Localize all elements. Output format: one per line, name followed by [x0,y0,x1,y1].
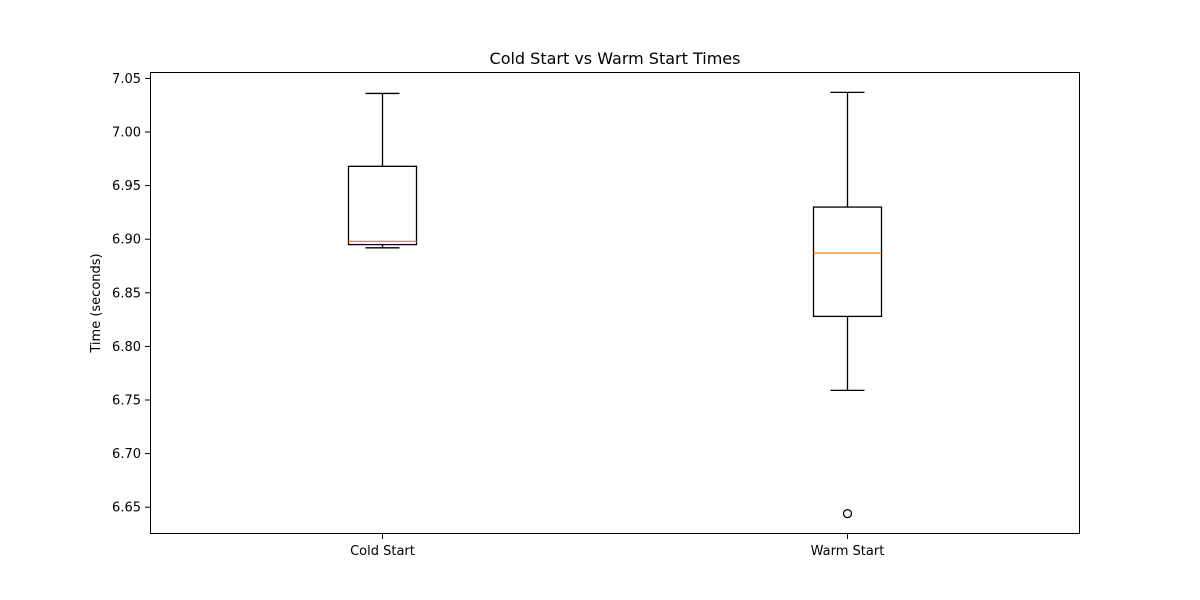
box-iqr [812,206,883,318]
y-tick-label: 6.70 [112,447,141,462]
y-axis-label: Time (seconds) [89,253,104,353]
chart-title: Cold Start vs Warm Start Times [490,49,741,68]
x-tick-label: Warm Start [811,544,885,559]
x-tick-label: Cold Start [350,544,415,559]
y-tick-label: 6.65 [112,501,141,516]
plot-area: 6.65 6.70 6.75 6.80 6.85 6.90 6.95 7.00 7.05 Cold… [112,72,884,559]
y-tick-label: 7.00 [112,126,141,141]
y-tick-label: 6.95 [112,179,141,194]
y-tick-label: 6.85 [112,286,141,301]
plot-frame [150,72,1080,534]
outlier-point [842,508,853,519]
y-tick-label: 7.05 [112,72,141,87]
y-tick-label: 6.75 [112,394,141,409]
box-iqr [347,165,418,246]
y-tick-label: 6.90 [112,233,141,248]
y-tick-label: 6.80 [112,340,141,355]
